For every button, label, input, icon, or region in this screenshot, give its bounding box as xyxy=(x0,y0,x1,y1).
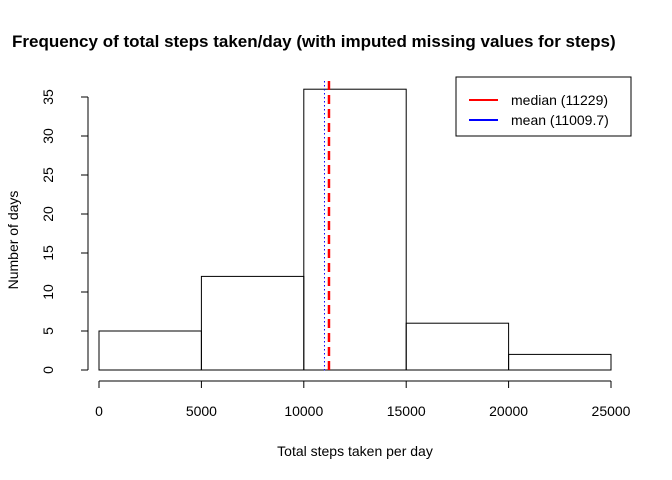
histogram-bar-3 xyxy=(405,322,510,371)
y-tick-label: 20 xyxy=(40,206,56,222)
legend: median (11229) mean (11009.7) xyxy=(455,76,632,137)
y-tick-label: 0 xyxy=(40,366,56,374)
x-tick-label: 5000 xyxy=(186,403,217,419)
legend-label: median (11229) xyxy=(511,92,608,108)
y-tick-label: 10 xyxy=(40,284,56,300)
y-tick-label: 15 xyxy=(40,245,56,261)
histogram-bar-2 xyxy=(303,88,407,371)
histogram-bar-1 xyxy=(200,275,305,371)
x-axis: 0 5000 10000 15000 20000 25000 xyxy=(95,380,631,419)
y-tick-label: 35 xyxy=(40,89,56,105)
legend-label: mean (11009.7) xyxy=(511,112,609,128)
x-axis-label: Total steps taken per day xyxy=(277,443,433,459)
histogram-bars xyxy=(98,88,612,371)
reference-lines xyxy=(323,81,331,371)
histogram-bar-4 xyxy=(508,353,612,371)
x-tick-label: 15000 xyxy=(387,403,426,419)
y-axis: 0 5 10 15 20 25 30 35 xyxy=(40,89,89,374)
y-tick-label: 25 xyxy=(40,167,56,183)
legend-box xyxy=(455,76,632,137)
y-tick-label: 5 xyxy=(40,327,56,335)
x-tick-label: 20000 xyxy=(489,403,528,419)
x-tick-label: 0 xyxy=(95,403,103,419)
y-tick-label: 30 xyxy=(40,128,56,144)
y-axis-label: Number of days xyxy=(5,191,21,290)
chart-title: Frequency of total steps taken/day (with… xyxy=(12,32,616,51)
x-tick-label: 10000 xyxy=(284,403,323,419)
x-tick-label: 25000 xyxy=(592,403,631,419)
histogram-bar-0 xyxy=(98,330,202,371)
